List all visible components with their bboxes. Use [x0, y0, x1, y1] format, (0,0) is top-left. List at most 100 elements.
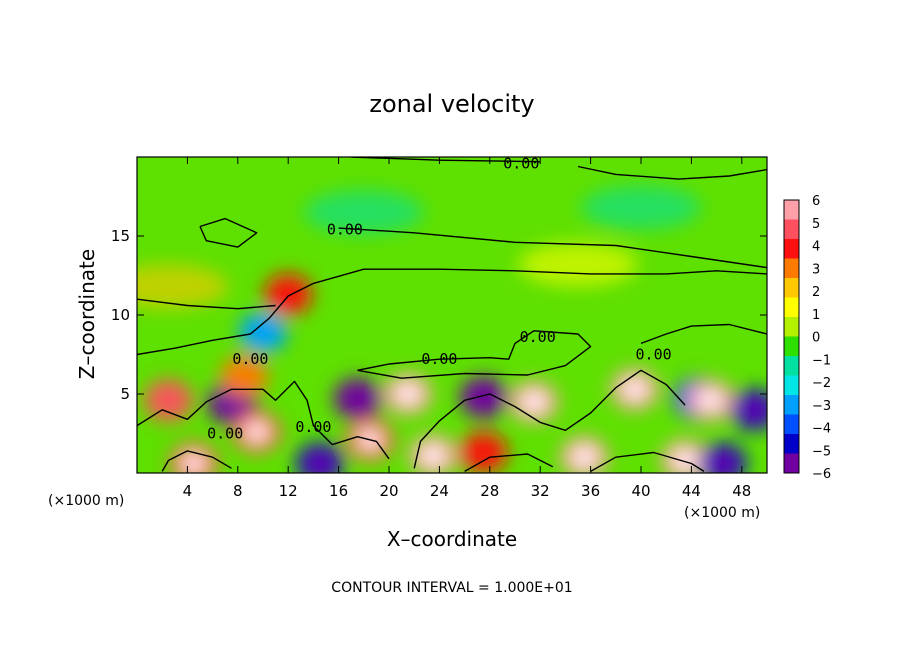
y-axis-label: Z–coordinate	[75, 249, 99, 379]
colorbar-tick-label: 6	[812, 194, 820, 209]
field-feature-core-4	[346, 389, 369, 409]
contour-label: 0.00	[232, 350, 268, 368]
x-unit-left: (×1000 m)	[48, 493, 124, 509]
field-feature-core-8	[523, 392, 545, 412]
colorbar-swatch	[784, 297, 799, 318]
colorbar-tick-label: −6	[812, 467, 831, 482]
contour-line	[413, 369, 686, 469]
colorbar-tick-label: −5	[812, 444, 831, 459]
colorbar-tick-label: −1	[812, 353, 831, 368]
field-feature-core-6	[397, 384, 419, 404]
velocity-field	[137, 185, 767, 473]
x-tick-label: 4	[183, 482, 193, 500]
field-feature-core-9	[623, 379, 646, 399]
contour-line	[137, 380, 390, 460]
x-tick-label: 8	[233, 482, 243, 500]
colorbar-swatch	[784, 336, 799, 357]
colorbar-swatch	[784, 239, 799, 259]
contour-line	[137, 298, 276, 310]
y-tick-label: 15	[111, 227, 130, 245]
colorbar: 6 5 4 3 2 1 0 −1 −2 −3 −4 −5 −6	[783, 194, 831, 482]
x-tick-label: 48	[732, 482, 751, 500]
contour-line	[357, 330, 592, 379]
field-feature-core-15	[573, 447, 596, 467]
chart-title: zonal velocity	[369, 90, 534, 118]
x-tick-label: 20	[379, 482, 398, 500]
field-feature-17	[264, 273, 313, 316]
x-tick-label: 32	[531, 482, 550, 500]
contour-line	[640, 323, 767, 345]
colorbar-tick-label: 3	[812, 262, 820, 277]
field-feature-core-19	[308, 454, 331, 473]
colorbar-swatch	[784, 317, 799, 337]
colorbar-swatch	[784, 278, 799, 298]
colorbar-tick-label: 4	[812, 240, 820, 255]
field-feature-25	[581, 185, 701, 230]
field-feature-core-13	[422, 446, 444, 466]
field-feature-24	[303, 190, 424, 235]
x-tick-label: 16	[329, 482, 348, 500]
contour-label: 0.00	[327, 221, 363, 239]
x-tick-label: 36	[581, 482, 600, 500]
field-feature-core-21	[712, 454, 734, 473]
field-feature-core-7	[472, 387, 495, 407]
contour-line	[199, 217, 258, 248]
field-feature-core-11	[699, 390, 722, 410]
colorbar-swatch	[784, 258, 799, 279]
field-feature-core-20	[182, 454, 205, 473]
plot-area: 0.00 0.00 0.00 0.00 0.00 0.00 0.00 0.00	[136, 154, 768, 474]
x-axis: 4 8 12 16 20 24 28 32 36 40 44 48	[183, 157, 751, 500]
colorbar-swatch	[784, 434, 799, 454]
field-feature-0	[144, 379, 193, 422]
contour-label: 0.00	[207, 425, 243, 443]
colorbar-swatch	[784, 356, 799, 376]
x-unit-right: (×1000 m)	[684, 505, 760, 521]
colorbar-swatch	[784, 375, 799, 396]
contour-label: 0.00	[503, 154, 539, 172]
field-feature-core-1	[220, 394, 243, 413]
field-feature-core-2	[245, 422, 268, 442]
colorbar-tick-label: −3	[812, 399, 831, 414]
contour-label: 0.00	[295, 418, 331, 436]
colorbar-swatch	[784, 219, 799, 240]
contour-line	[161, 450, 232, 472]
colorbar-tick-label: −2	[812, 376, 831, 391]
field-feature-core-16	[674, 450, 696, 470]
contour-label: 0.00	[520, 328, 556, 346]
contour-label: 0.00	[421, 350, 457, 368]
field-feature-14	[459, 431, 508, 473]
x-tick-label: 24	[430, 482, 449, 500]
contour-labels: 0.00 0.00 0.00 0.00 0.00 0.00 0.00 0.00	[207, 154, 672, 442]
colorbar-tick-label: 1	[812, 308, 820, 323]
contour-interval-note: CONTOUR INTERVAL = 1.000E+01	[331, 580, 572, 596]
x-tick-label: 12	[279, 482, 298, 500]
y-axis: 5 10 15	[111, 227, 767, 403]
x-tick-label: 28	[480, 482, 499, 500]
contour-label: 0.00	[636, 346, 672, 364]
x-tick-label: 44	[682, 482, 701, 500]
zero-contours	[137, 157, 767, 473]
colorbar-swatch	[784, 414, 799, 435]
field-feature-core-12	[743, 400, 766, 420]
field-feature-22	[137, 264, 229, 309]
contour-line	[464, 453, 554, 473]
colorbar-swatch	[784, 200, 799, 220]
field-feature-3	[220, 355, 269, 398]
colorbar-swatch	[784, 453, 799, 474]
colorbar-swatch	[784, 395, 799, 415]
y-tick-label: 10	[111, 306, 130, 324]
contour-line	[338, 227, 767, 269]
x-tick-label: 40	[631, 482, 650, 500]
x-axis-label: X–coordinate	[387, 527, 517, 551]
colorbar-tick-label: 0	[812, 331, 820, 346]
field-feature-18	[239, 311, 287, 354]
colorbar-tick-label: 5	[812, 217, 820, 232]
contour-line	[577, 165, 767, 180]
contour-line	[137, 268, 767, 356]
colorbar-tick-label: −4	[812, 422, 831, 437]
y-tick-label: 5	[120, 385, 130, 403]
colorbar-frame	[783, 199, 800, 474]
contour-line	[590, 451, 705, 473]
field-feature-23	[518, 242, 638, 287]
